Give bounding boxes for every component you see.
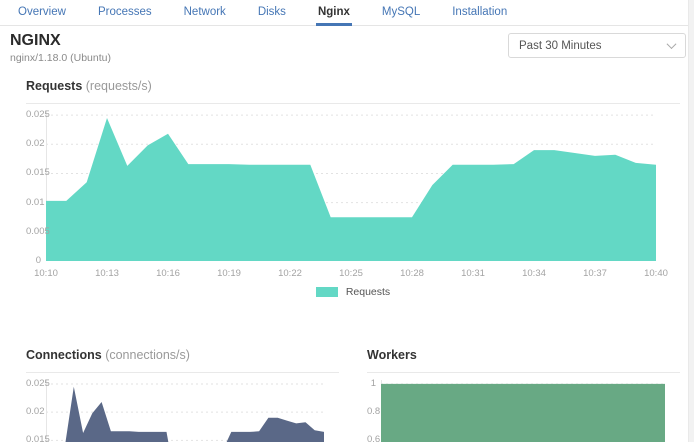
requests-unit-text: (requests/s) [85, 79, 152, 93]
plot-area: 10.80.60.40.20 [367, 377, 680, 442]
tab-network[interactable]: Network [183, 6, 226, 18]
workers-card: Workers 10.80.60.40.20 [367, 348, 680, 442]
x-tick-label: 10:40 [644, 268, 668, 279]
x-tick-label: 10:25 [339, 268, 363, 279]
legend: Requests [26, 286, 680, 298]
tab-disks[interactable]: Disks [257, 6, 286, 18]
y-tick-label: 0.025 [26, 377, 50, 389]
connections-chart-title: Connections (connections/s) [26, 348, 339, 363]
workers-area-series [381, 383, 665, 442]
scrollbar[interactable] [688, 0, 694, 442]
workers-chart[interactable]: 10.80.60.40.20 [367, 377, 680, 442]
requests-chart[interactable]: 0.025 0.02 0.015 0.01 0.005 0 10:10 10:13 10:16 1… [26, 109, 680, 298]
x-tick-label: 10:37 [583, 268, 607, 279]
x-tick-label: 10:28 [400, 268, 424, 279]
y-tick-label: 0.02 [26, 406, 45, 418]
workers-title-text: Workers [367, 348, 417, 362]
y-tick-label: 0.02 [26, 138, 45, 150]
y-tick-label: 0.6 [367, 434, 381, 442]
connections-area-series [65, 386, 324, 442]
tab-nginx[interactable]: Nginx [315, 0, 352, 26]
divider [26, 372, 339, 373]
legend-label: Requests [345, 286, 391, 298]
bottom-row: Connections (connections/s) 0.025 0.02 0.0… [26, 348, 680, 442]
y-tick-label: 0.025 [26, 109, 50, 121]
top-nav: Overview Processes Network Disks Nginx MySQL I… [0, 0, 694, 26]
x-tick-label: 10:34 [522, 268, 546, 279]
y-tick-label: 0.015 [26, 434, 50, 442]
tab-overview[interactable]: Overview [18, 6, 66, 18]
divider [367, 372, 680, 373]
y-tick-label: 0 [35, 255, 41, 266]
y-tick-label: 0.005 [26, 225, 50, 237]
tab-processes[interactable]: Processes [97, 6, 152, 18]
y-tick-label: 0.01 [26, 196, 45, 208]
page-title: NGINX [10, 32, 61, 49]
y-tick-label: 1 [370, 377, 376, 389]
chevron-down-icon [666, 39, 677, 50]
page-header: NGINX nginx/1.18.0 (Ubuntu) Past 30 Minu… [0, 26, 694, 64]
connections-card: Connections (connections/s) 0.025 0.02 0.0… [26, 348, 339, 442]
tab-mysql[interactable]: MySQL [381, 6, 421, 18]
x-tick-label: 10:10 [34, 268, 58, 279]
y-tick-label: 0.8 [367, 406, 381, 418]
x-tick-label: 10:13 [95, 268, 119, 279]
plot-area: 0.025 0.02 0.015 0.01 0.005 0 [26, 109, 680, 266]
requests-area-series [46, 118, 656, 261]
requests-chart-title: Requests (requests/s) [26, 79, 680, 94]
requests-card: Requests (requests/s) 0.025 0.02 0.015 0.01… [26, 79, 680, 298]
connections-title-text: Connections [26, 348, 102, 362]
x-tick-label: 10:19 [217, 268, 241, 279]
page-heading-block: NGINX nginx/1.18.0 (Ubuntu) [10, 31, 111, 64]
x-tick-label: 10:22 [278, 268, 302, 279]
tab-installation[interactable]: Installation [452, 6, 508, 18]
connections-unit-text: (connections/s) [105, 348, 190, 362]
content: Requests (requests/s) 0.025 0.02 0.015 0.01… [0, 79, 694, 442]
x-tick-label: 10:16 [156, 268, 180, 279]
legend-swatch [315, 287, 338, 297]
workers-chart-title: Workers [367, 348, 680, 363]
time-range-value: Past 30 Minutes [519, 39, 602, 52]
divider [26, 103, 680, 104]
x-axis: 10:10 10:13 10:16 10:19 10:22 10:25 10:28 10:31… [26, 266, 680, 282]
page-subtitle: nginx/1.18.0 (Ubuntu) [10, 52, 111, 64]
time-range-select[interactable]: Past 30 Minutes [508, 33, 686, 58]
y-tick-label: 0.015 [26, 167, 50, 179]
requests-title-text: Requests [26, 79, 83, 93]
x-tick-label: 10:31 [461, 268, 485, 279]
